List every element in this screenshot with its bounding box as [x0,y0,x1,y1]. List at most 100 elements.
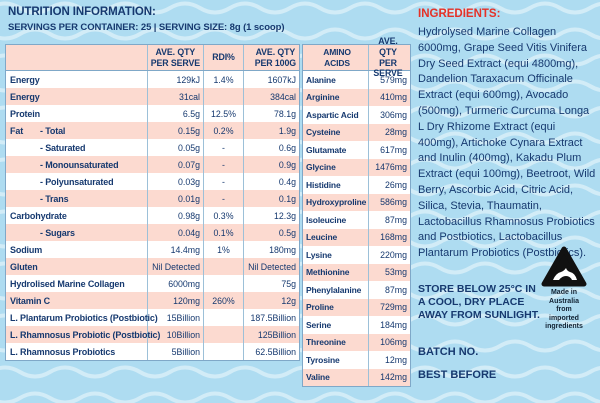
header-ave-qty-per-100g: AVE. QTY PER 100G [254,46,296,68]
amino-acid-name: Valine [303,368,369,386]
amino-acid-name: Histidine [303,176,369,194]
per-serve-value: 14.4mg [148,241,204,258]
amino-per-serve-value: 28mg [384,127,407,138]
per-serve-value: 0.04g [148,224,204,241]
amino-acid-name: Methionine [303,263,369,281]
nutrition-table-row: Energy 129kJ 1.4% 1607kJ [6,71,299,88]
amino-table-row: Phenylalanine 87mg [303,281,410,299]
nutrition-table-row: - Saturated 0.05g - 0.6g [6,139,299,156]
nutrition-table-row: Hydrolised Marine Collagen 6000mg 75g [6,275,299,292]
ingredients-text: Hydrolysed Marine Collagen 6000mg, Grape… [418,26,596,260]
australia-triangle-icon [541,246,587,287]
amino-acid-name: Hydroxyproline [303,193,369,211]
per-100g-value: 125Billion [257,329,296,340]
rdi-value [204,88,244,105]
nutrition-table-header: AVE. QTY PER SERVE RDI% AVE. QTY PER 100… [6,45,299,71]
per-100g-value: Nil Detected [248,261,296,272]
nutrition-table-body: Energy 129kJ 1.4% 1607kJ Energy 31cal 384cal Pr… [6,71,299,360]
amino-table-row: Aspartic Acid 306mg [303,106,410,124]
header-ave-qty-per-serve: AVE. QTY PER SERVE [148,45,204,70]
amino-table-row: Glycine 1476mg [303,158,410,176]
amino-table-row: Proline 729mg [303,298,410,316]
amino-acid-name: Phenylalanine [303,281,369,299]
amino-per-serve-value: 306mg [380,109,407,120]
amino-table-row: Tyrosine 12mg [303,351,410,369]
per-serve-value: 6000mg [148,275,204,292]
per-serve-value: 6.5g [148,105,204,122]
nutrient-label: Fat - Total [6,122,148,139]
nutrient-label: Energy [6,88,148,105]
rdi-value [204,258,244,275]
best-before-label: BEST BEFORE [418,369,497,381]
rdi-value [204,309,244,326]
header-amino-acids: AMINO ACIDS [303,45,369,70]
nutrition-table-row: Vitamin C 120mg 260% 12g [6,292,299,309]
amino-acid-name: Alanine [303,71,369,89]
storage-instructions: STORE BELOW 25°C IN A COOL, DRY PLACE AW… [418,283,540,321]
nutrient-label: Carbohydrate [6,207,148,224]
nutrient-label: - Trans [6,190,148,207]
amino-table-row: Cysteine 28mg [303,123,410,141]
amino-per-serve-value: 1476mg [375,162,407,173]
amino-acid-name: Aspartic Acid [303,106,369,124]
per-100g-value: 62.5Billion [255,346,296,357]
per-serve-value: 129kJ [148,71,204,88]
amino-per-serve-value: 142mg [380,372,407,383]
amino-acid-name: Serine [303,316,369,334]
per-serve-value: 0.05g [148,139,204,156]
amino-table-row: Methionine 53mg [303,263,410,281]
nutrient-label: Protein [6,105,148,122]
nutrient-label: Energy [6,71,148,88]
header-rdi-percent: RDI% [204,45,244,70]
per-100g-value: 0.9g [278,159,296,170]
amino-per-serve-value: 53mg [384,267,407,278]
nutrition-table-row: - Monounsaturated 0.07g - 0.9g [6,156,299,173]
amino-acid-name: Cysteine [303,123,369,141]
per-100g-value: 75g [281,278,296,289]
per-serve-value: 0.15g [148,122,204,139]
kangaroo-icon [553,268,577,280]
page-title: NUTRITION INFORMATION: [8,6,156,18]
amino-table-row: Histidine 26mg [303,176,410,194]
nutrition-table-row: Carbohydrate 0.98g 0.3% 12.3g [6,207,299,224]
rdi-value: 1.4% [204,71,244,88]
amino-per-serve-value: 184mg [380,319,407,330]
amino-table-row: Glutamate 617mg [303,141,410,159]
amino-table-row: Hydroxyproline 586mg [303,193,410,211]
amino-table-body: Alanine 579mg Arginine 410mg Aspartic Acid 30… [303,71,410,386]
amino-per-serve-value: 729mg [380,302,407,313]
nutrition-table-row: - Sugars 0.04g 0.1% 0.5g [6,224,299,241]
nutrition-table-row: L. Rhamnosus Probiotics 5Billion 62.5Billi… [6,343,299,360]
amino-acid-name: Leucine [303,228,369,246]
amino-per-serve-value: 26mg [384,179,407,190]
nutrition-table-row: Energy 31cal 384cal [6,88,299,105]
nutrient-label: - Polyunsaturated [6,173,148,190]
per-serve-value: 0.03g [148,173,204,190]
nutrition-table: AVE. QTY PER SERVE RDI% AVE. QTY PER 100… [5,44,300,361]
per-100g-value: 12.3g [273,210,296,221]
made-in-australia-logo: Made in Australia from imported ingredie… [533,246,595,332]
amino-acid-name: Glycine [303,158,369,176]
nutrient-label: Gluten [6,258,148,275]
made-in-australia-label: Made in Australia from imported ingredie… [545,289,583,330]
rdi-value [204,275,244,292]
per-100g-value: 0.4g [278,176,296,187]
per-serve-value: 0.07g [148,156,204,173]
amino-per-serve-value: 617mg [380,144,407,155]
amino-per-serve-value: 579mg [380,74,407,85]
amino-acid-name: Proline [303,298,369,316]
per-serve-value: 15Billion [148,309,204,326]
per-serve-value: 0.01g [148,190,204,207]
rdi-value: 0.2% [204,122,244,139]
per-100g-value: 180mg [269,244,296,255]
nutrient-label: L. Plantarum Probiotics (Postbiotic) [6,309,158,326]
per-100g-value: 12g [281,295,296,306]
rdi-value: 12.5% [204,105,244,122]
per-serve-value: 31cal [148,88,204,105]
amino-per-serve-value: 12mg [384,354,407,365]
servings-line: SERVINGS PER CONTAINER: 25 | SERVING SIZ… [8,22,285,33]
rdi-value: 1% [204,241,244,258]
nutrition-table-row: L. Rhamnosus Probiotic (Postbiotic) 10Bil… [6,326,299,343]
per-100g-value: 1607kJ [267,74,296,85]
